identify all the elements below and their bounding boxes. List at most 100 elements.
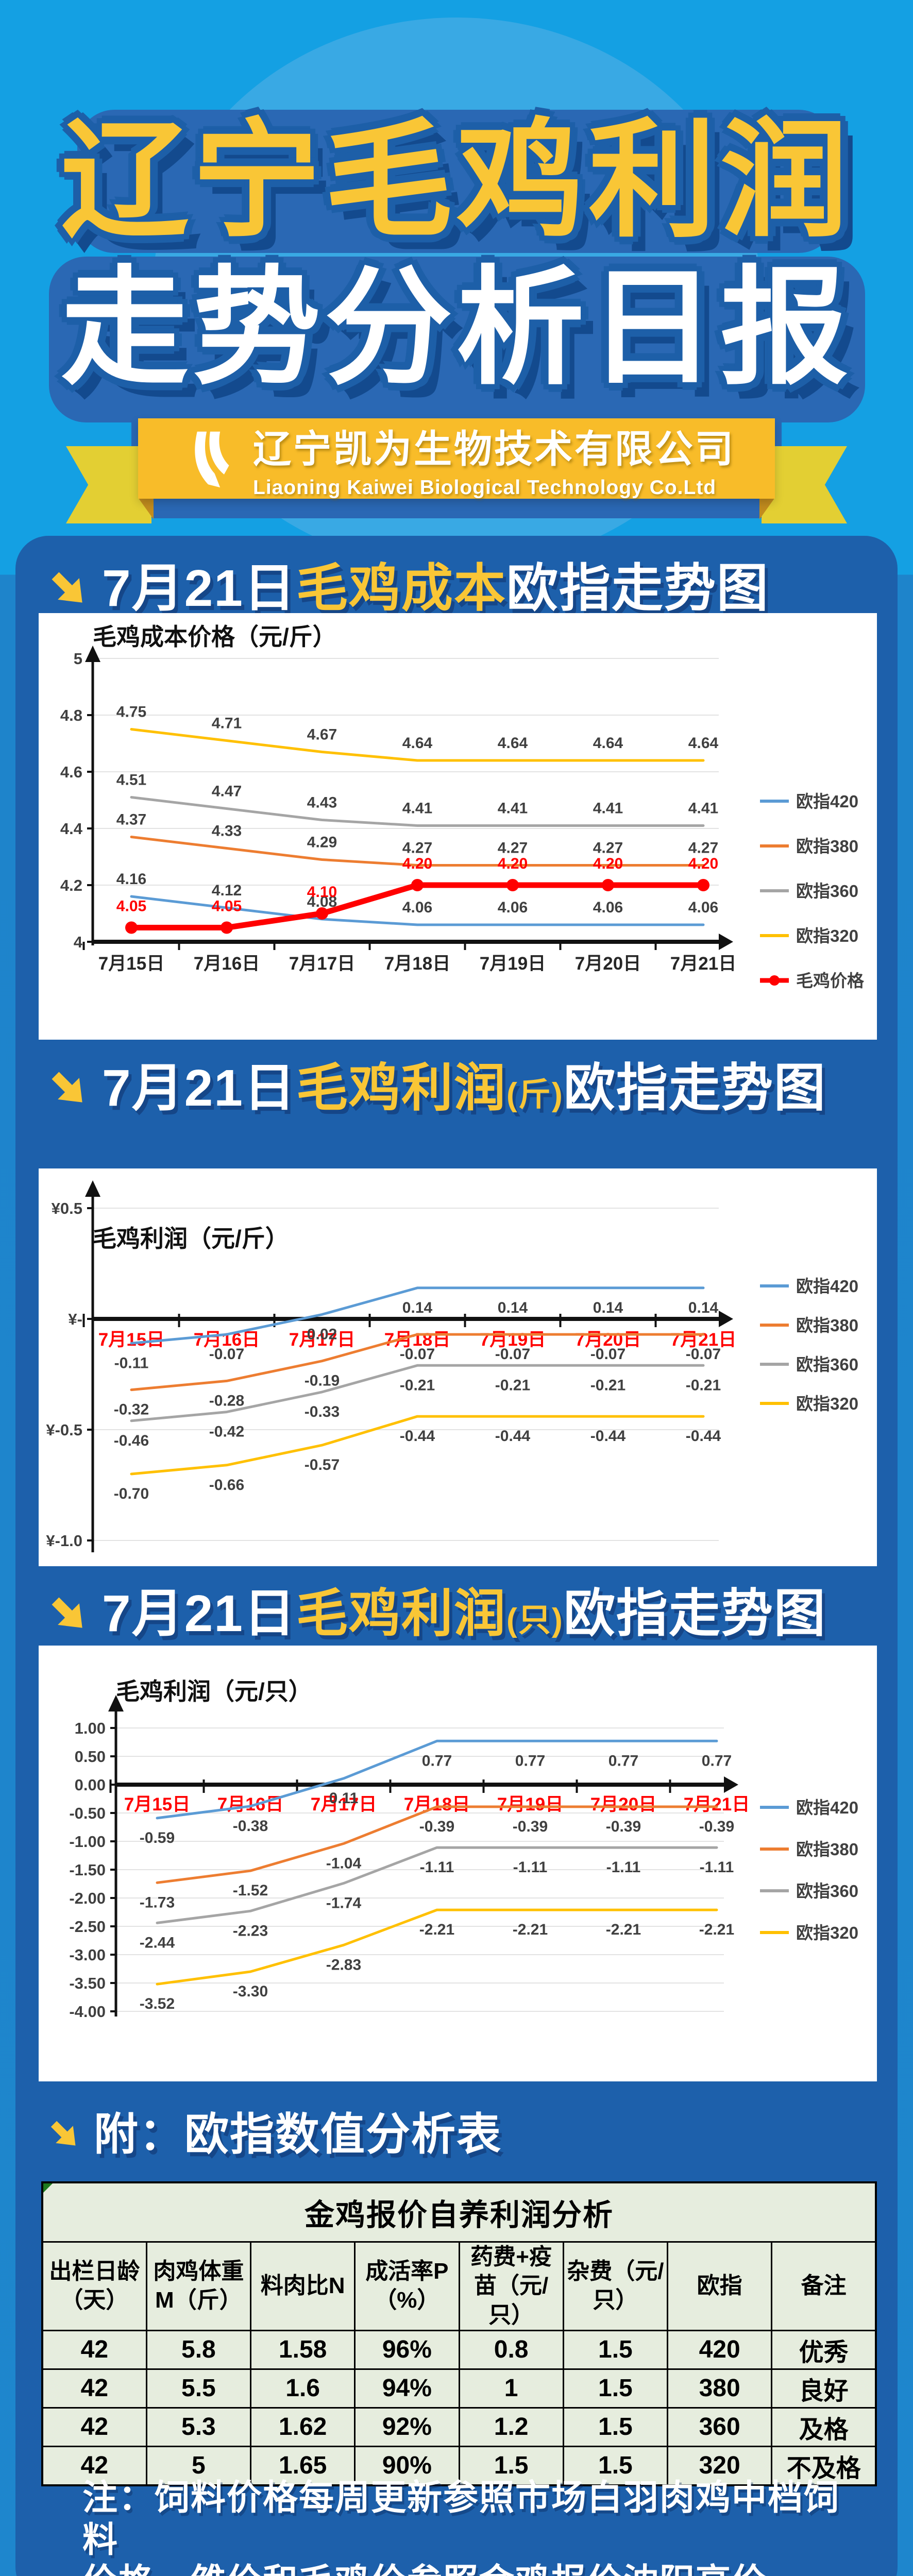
- svg-text:4.06: 4.06: [402, 899, 432, 916]
- svg-text:-2.21: -2.21: [513, 1921, 548, 1938]
- svg-text:4.67: 4.67: [307, 726, 337, 743]
- svg-text:-0.33: -0.33: [305, 1403, 340, 1420]
- table-cell: 360: [666, 2406, 773, 2447]
- table-cell: 94%: [354, 2368, 460, 2409]
- svg-text:7月17日: 7月17日: [289, 954, 355, 974]
- svg-text:4.08: 4.08: [307, 893, 337, 910]
- svg-text:7月15日: 7月15日: [98, 1330, 164, 1350]
- svg-text:7月15日: 7月15日: [98, 954, 164, 974]
- svg-text:7月21日: 7月21日: [670, 954, 736, 974]
- table-header-cell: 欧指: [666, 2241, 773, 2331]
- svg-text:欧指380: 欧指380: [796, 1840, 858, 1859]
- table-cell: 1.6: [249, 2368, 356, 2409]
- svg-text:欧指360: 欧指360: [796, 1882, 858, 1901]
- svg-text:4.8: 4.8: [60, 706, 82, 724]
- table-cell: 优秀: [771, 2329, 877, 2370]
- table-cell: 1.5: [562, 2445, 669, 2486]
- down-right-arrow-icon: [50, 2121, 76, 2146]
- svg-text:-0.07: -0.07: [400, 1346, 435, 1363]
- svg-text:4.06: 4.06: [688, 899, 718, 916]
- section-title-profit-jin: 7月21日毛鸡利润(斤)欧指走势图: [47, 1061, 826, 1115]
- svg-text:-1.73: -1.73: [140, 1894, 175, 1911]
- svg-text:-0.44: -0.44: [590, 1428, 626, 1445]
- main-title-line2: 走势分析日报: [61, 256, 852, 399]
- svg-text:-1.00: -1.00: [69, 1833, 106, 1851]
- svg-text:-0.32: -0.32: [114, 1401, 149, 1418]
- table-cell: 380: [666, 2368, 773, 2409]
- svg-text:4.43: 4.43: [307, 794, 337, 811]
- table-header-cell: 肉鸡体重M（斤）: [145, 2241, 252, 2331]
- svg-text:-0.39: -0.39: [606, 1818, 641, 1835]
- svg-text:4.06: 4.06: [593, 899, 623, 916]
- table-cell: 良好: [771, 2368, 877, 2409]
- svg-text:1.00: 1.00: [75, 1719, 106, 1737]
- table-cell: 420: [666, 2329, 773, 2370]
- svg-text:4.20: 4.20: [498, 855, 528, 872]
- table-cell: 42: [41, 2329, 147, 2370]
- svg-text:5: 5: [74, 650, 82, 668]
- main-title-line1: 辽宁毛鸡利润: [61, 109, 852, 252]
- svg-text:欧指360: 欧指360: [796, 1355, 858, 1374]
- svg-text:7月16日: 7月16日: [194, 954, 260, 974]
- table-cell: 42: [41, 2445, 147, 2486]
- svg-text:0.77: 0.77: [702, 1752, 732, 1769]
- svg-text:-0.39: -0.39: [419, 1818, 454, 1835]
- svg-text:0.77: 0.77: [515, 1752, 545, 1769]
- svg-text:4.33: 4.33: [212, 823, 242, 840]
- section-title-text: 7月21日毛鸡利润(斤)欧指走势图: [102, 1059, 826, 1117]
- svg-text:-4.00: -4.00: [69, 2003, 106, 2021]
- svg-text:4.20: 4.20: [593, 855, 623, 872]
- svg-text:7月20日: 7月20日: [575, 954, 641, 974]
- svg-text:-1.52: -1.52: [233, 1882, 268, 1899]
- svg-text:7月17日: 7月17日: [311, 1794, 377, 1815]
- company-ribbon: 辽宁凯为生物技术有限公司 Liaoning Kaiwei Biological …: [138, 418, 775, 499]
- svg-text:4.64: 4.64: [402, 735, 433, 752]
- svg-text:-2.21: -2.21: [419, 1921, 454, 1938]
- svg-text:-0.19: -0.19: [305, 1372, 340, 1389]
- svg-text:4.16: 4.16: [116, 871, 146, 888]
- svg-text:-0.57: -0.57: [305, 1456, 340, 1473]
- table-row: 42 5.3 1.62 92% 1.2 1.5 360 及格: [41, 2406, 877, 2447]
- svg-text:¥0.5: ¥0.5: [52, 1199, 82, 1217]
- svg-text:-0.44: -0.44: [686, 1428, 721, 1445]
- table-header-cell: 药费+疫苗（元/只）: [458, 2241, 564, 2331]
- svg-text:-0.21: -0.21: [495, 1377, 530, 1394]
- svg-text:欧指420: 欧指420: [796, 792, 858, 811]
- svg-text:4.4: 4.4: [60, 820, 83, 838]
- svg-text:4: 4: [74, 933, 83, 951]
- table-cell: 1: [458, 2368, 564, 2409]
- svg-text:-3.00: -3.00: [69, 1946, 106, 1964]
- table-cell: 1.5: [562, 2406, 669, 2447]
- svg-text:4.27: 4.27: [688, 840, 718, 857]
- svg-text:4.64: 4.64: [593, 735, 623, 752]
- table-cell: 1.65: [249, 2445, 356, 2486]
- svg-text:欧指320: 欧指320: [796, 926, 858, 945]
- svg-text:4.12: 4.12: [212, 882, 242, 899]
- svg-text:4.10: 4.10: [307, 884, 337, 901]
- table-cell: 及格: [771, 2406, 877, 2447]
- section-title-table: 附：欧指数值分析表: [47, 2111, 502, 2158]
- svg-text:7月20日: 7月20日: [590, 1794, 656, 1815]
- table-row: 42 5.5 1.6 94% 1 1.5 380 良好: [41, 2368, 877, 2409]
- svg-text:-0.28: -0.28: [209, 1392, 244, 1409]
- cost-chart-panel: 毛鸡成本价格（元/斤） 4 4.2 4.4 4.6 4.8 5 7月15日 7月16日 7月17日…: [39, 613, 877, 1040]
- svg-text:欧指320: 欧指320: [796, 1923, 858, 1942]
- svg-text:-1.11: -1.11: [513, 1859, 548, 1876]
- svg-text:7月15日: 7月15日: [124, 1794, 190, 1815]
- svg-text:7月19日: 7月19日: [480, 1330, 546, 1350]
- svg-text:-0.07: -0.07: [590, 1346, 625, 1363]
- svg-text:欧指320: 欧指320: [796, 1394, 858, 1413]
- table-header-cell: 出栏日龄（天）: [41, 2241, 147, 2331]
- svg-text:欧指360: 欧指360: [796, 882, 858, 901]
- svg-text:-0.07: -0.07: [495, 1346, 530, 1363]
- svg-text:4.37: 4.37: [116, 811, 146, 828]
- svg-text:4.05: 4.05: [116, 898, 146, 915]
- svg-text:-0.44: -0.44: [495, 1428, 531, 1445]
- table-cell: 1.2: [458, 2406, 564, 2447]
- table-cell: 不及格: [771, 2445, 877, 2486]
- svg-text:7月19日: 7月19日: [480, 954, 546, 974]
- table-cell: 96%: [354, 2329, 460, 2370]
- svg-text:-0.21: -0.21: [590, 1377, 625, 1394]
- table-cell: 5.8: [145, 2329, 252, 2370]
